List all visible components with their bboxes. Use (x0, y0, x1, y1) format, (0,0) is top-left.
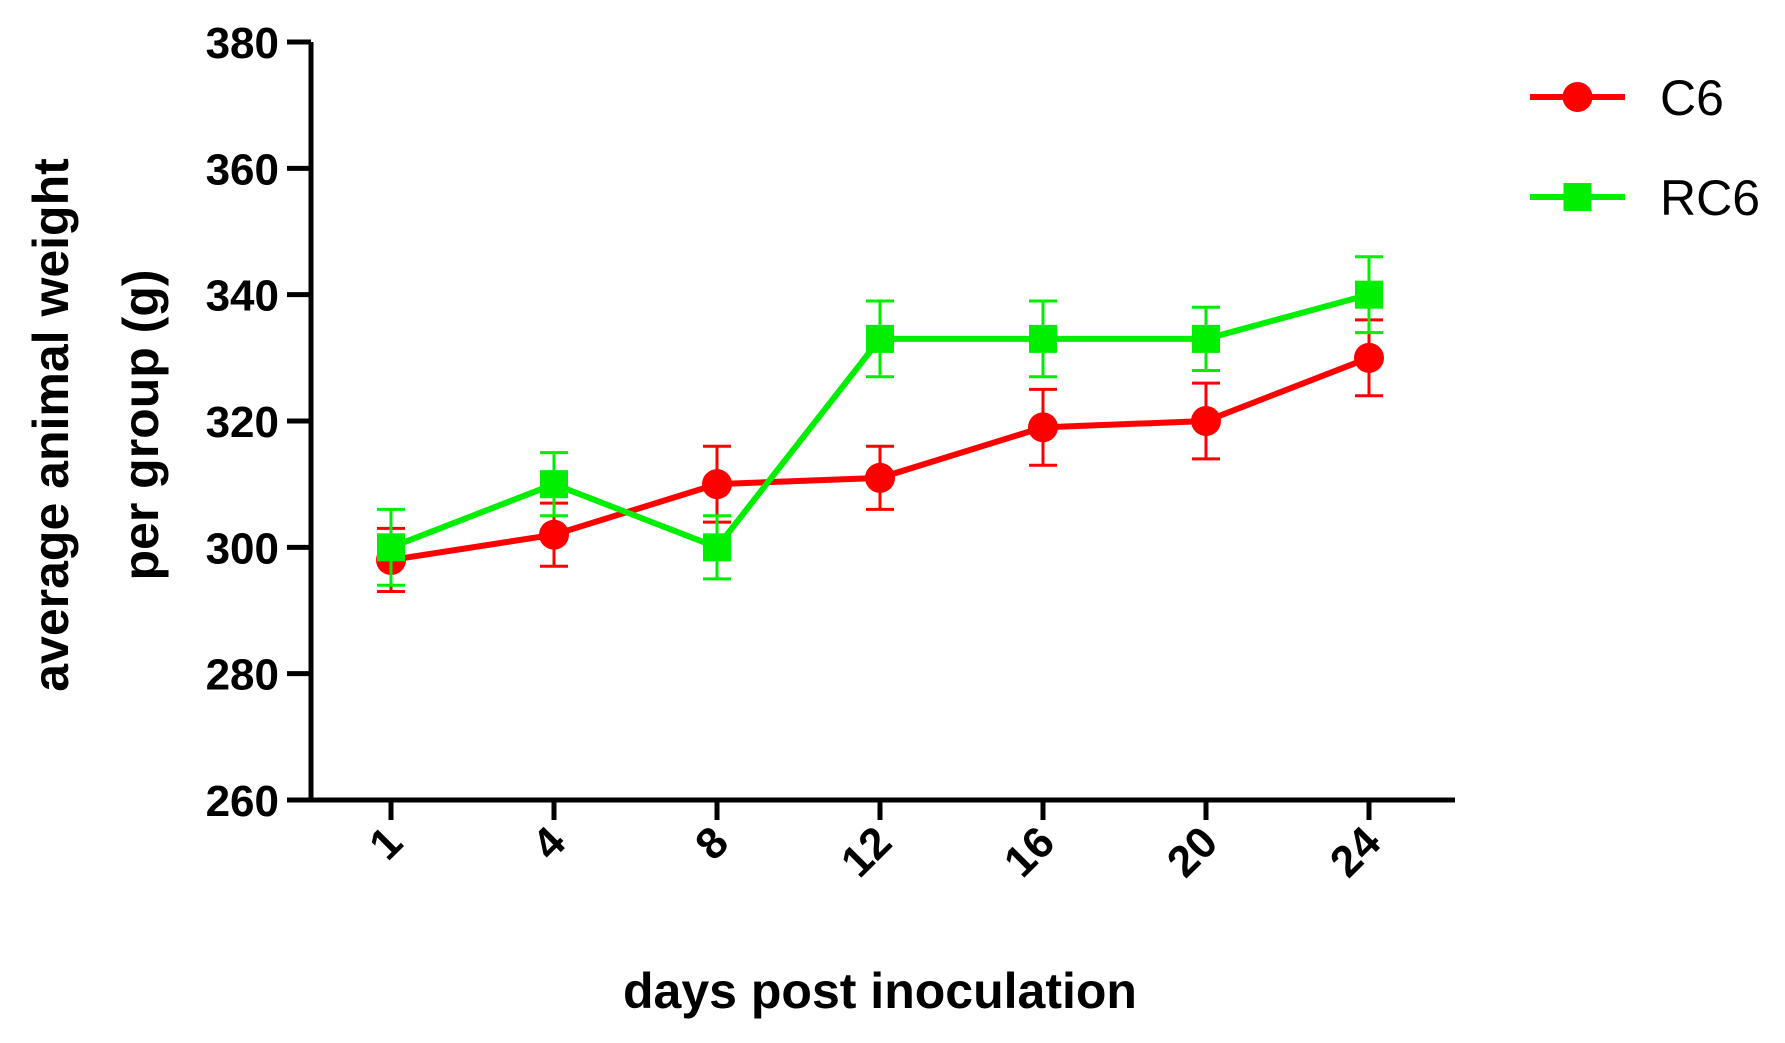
series-rc6 (377, 255, 1383, 587)
y-axis-title-line2: per group (g) (113, 269, 169, 580)
legend-label: RC6 (1660, 170, 1760, 226)
y-tick-label: 280 (206, 651, 279, 700)
x-tick-label: 1 (360, 817, 412, 869)
x-tick-label: 4 (523, 817, 575, 869)
legend: C6 RC6 (1530, 70, 1760, 226)
legend-marker (1563, 183, 1592, 211)
data-point (702, 469, 732, 500)
x-axis: 1 4 8 12 16 20 24 (309, 797, 1455, 887)
x-tick-label: 20 (1158, 817, 1227, 886)
legend-entry-rc6: RC6 (1530, 170, 1760, 226)
y-tick-label: 360 (206, 145, 279, 194)
x-tick-label: 24 (1321, 817, 1391, 887)
legend-entry-c6: C6 (1530, 70, 1724, 126)
y-tick-label: 320 (206, 398, 279, 447)
data-point (866, 324, 894, 353)
data-point (1028, 412, 1058, 443)
x-tick-label: 8 (686, 817, 738, 869)
y-axis: 260 280 300 320 340 360 380 (206, 19, 314, 826)
y-tick-label: 340 (206, 272, 279, 321)
legend-marker (1562, 82, 1593, 112)
y-tick-label: 300 (206, 524, 279, 573)
y-tick-label: 260 (206, 777, 279, 826)
y-axis-title-line1: average animal weight (23, 158, 79, 692)
data-point (1355, 280, 1383, 309)
data-point (1191, 406, 1221, 436)
data-point (1029, 324, 1057, 353)
data-point (539, 519, 569, 550)
data-point (1354, 342, 1384, 373)
data-point (1192, 324, 1220, 353)
x-tick-label: 16 (995, 817, 1064, 886)
data-point (703, 533, 731, 562)
data-point (540, 470, 568, 499)
data-point (377, 533, 405, 562)
series-layer (376, 255, 1384, 594)
x-axis-title: days post inoculation (623, 963, 1137, 1019)
y-tick-label: 380 (206, 19, 279, 68)
data-point (865, 462, 895, 493)
x-tick-label: 12 (832, 817, 901, 886)
legend-label: C6 (1660, 70, 1724, 126)
